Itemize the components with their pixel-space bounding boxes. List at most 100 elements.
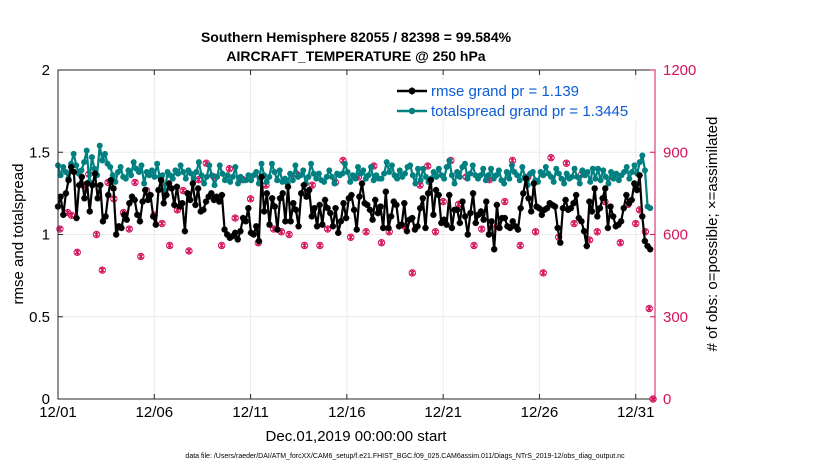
obs-assimilated-point bbox=[532, 228, 539, 235]
rmse-point bbox=[512, 223, 519, 230]
rmse-point bbox=[443, 221, 450, 228]
spread-point bbox=[224, 172, 231, 179]
obs-possible-point bbox=[539, 269, 548, 277]
spread-point bbox=[628, 168, 635, 175]
spread-point bbox=[73, 162, 80, 169]
rmse-point bbox=[342, 214, 350, 222]
spread-point bbox=[141, 180, 148, 187]
spread-point bbox=[365, 172, 372, 179]
spread-point bbox=[631, 162, 638, 169]
spread-point bbox=[626, 175, 633, 182]
rmse-point bbox=[78, 173, 85, 181]
spread-point bbox=[195, 159, 202, 166]
spread-point bbox=[592, 175, 599, 182]
spread-point bbox=[407, 162, 414, 169]
rmse-point bbox=[311, 204, 318, 212]
rmse-point bbox=[329, 223, 337, 230]
rmse-point bbox=[570, 200, 577, 207]
spread-point bbox=[506, 175, 513, 182]
spread-point bbox=[154, 160, 161, 167]
spread-point bbox=[198, 172, 205, 179]
rmse-point bbox=[298, 190, 305, 197]
rmse-point bbox=[234, 236, 241, 243]
spread-point bbox=[550, 178, 557, 185]
rmse-point bbox=[483, 198, 490, 205]
rmse-point bbox=[607, 203, 614, 210]
spread-point bbox=[78, 167, 85, 174]
obs-possible-point bbox=[323, 225, 332, 233]
spread-point bbox=[417, 177, 424, 184]
spread-point bbox=[529, 168, 536, 175]
spread-point bbox=[464, 175, 471, 182]
spread-point bbox=[281, 175, 288, 182]
spread-point bbox=[579, 167, 586, 174]
x-axis-label: Dec.01,2019 00:00:00 start bbox=[266, 428, 448, 445]
rmse-point bbox=[110, 185, 117, 192]
rmse-point bbox=[528, 208, 535, 215]
rmse-point bbox=[245, 204, 252, 212]
y-axis-right: 0 300 600 900 1200 bbox=[650, 62, 696, 408]
spread-point bbox=[647, 205, 654, 212]
obs-possible-point bbox=[285, 230, 293, 239]
spread-point bbox=[214, 173, 221, 180]
rmse-point bbox=[194, 185, 202, 192]
rmse-point bbox=[295, 223, 302, 230]
spread-point bbox=[128, 172, 135, 179]
y2-tick-label: 300 bbox=[663, 309, 688, 326]
spread-point bbox=[576, 180, 583, 187]
rmse-point bbox=[223, 231, 231, 238]
spread-point bbox=[584, 168, 591, 175]
rmse-point bbox=[83, 180, 91, 187]
rmse-point bbox=[271, 203, 278, 210]
rmse-point bbox=[205, 193, 212, 200]
rmse-point bbox=[340, 200, 347, 207]
spread-point bbox=[245, 172, 252, 179]
obs-possible-point bbox=[547, 154, 555, 162]
spread-point bbox=[289, 177, 296, 184]
rmse-point bbox=[250, 231, 257, 238]
rmse-point bbox=[324, 204, 331, 212]
spread-point bbox=[347, 178, 354, 185]
rmse-point bbox=[554, 224, 561, 232]
spread-point bbox=[516, 177, 523, 184]
rmse-point bbox=[65, 177, 72, 184]
rmse-point bbox=[189, 180, 197, 187]
spread-point bbox=[480, 165, 487, 172]
spread-point bbox=[563, 170, 570, 177]
rmse-point bbox=[186, 196, 194, 204]
rmse-point bbox=[348, 191, 355, 199]
rmse-point bbox=[551, 203, 559, 210]
obs-assimilated-point bbox=[166, 242, 173, 249]
rmse-point bbox=[356, 193, 363, 200]
rmse-point bbox=[369, 216, 376, 223]
spread-point bbox=[138, 162, 145, 169]
obs-possible-point bbox=[231, 214, 239, 222]
spread-point bbox=[587, 178, 594, 185]
spread-point bbox=[263, 178, 270, 185]
spread-point bbox=[297, 172, 304, 179]
rmse-point bbox=[496, 224, 503, 232]
rmse-point bbox=[596, 204, 604, 212]
spread-point bbox=[180, 168, 187, 175]
spread-point bbox=[258, 160, 265, 167]
obs-possible-point bbox=[225, 165, 234, 173]
spread-point bbox=[292, 162, 299, 169]
spread-point bbox=[415, 165, 422, 172]
rmse-point bbox=[617, 218, 625, 225]
chart-subtitle: AIRCRAFT_TEMPERATURE @ 250 hPa bbox=[226, 48, 485, 64]
rmse-point bbox=[68, 163, 75, 171]
obs-possible-point bbox=[137, 252, 145, 261]
rmse-point bbox=[427, 177, 434, 184]
rmse-point bbox=[276, 195, 284, 202]
rmse-point bbox=[332, 204, 339, 212]
spread-point bbox=[568, 173, 575, 180]
spread-point bbox=[177, 162, 184, 169]
x-tick-label: 12/31 bbox=[617, 404, 655, 421]
rmse-point bbox=[287, 218, 294, 225]
rmse-point bbox=[91, 170, 99, 177]
rmse-point bbox=[160, 200, 167, 207]
spread-point bbox=[613, 170, 620, 177]
rmse-point bbox=[210, 196, 218, 204]
rmse-point bbox=[274, 226, 281, 233]
